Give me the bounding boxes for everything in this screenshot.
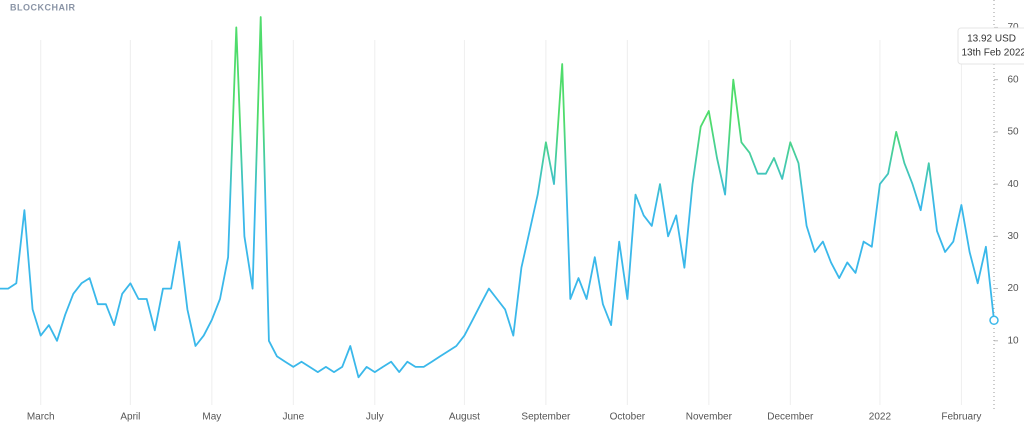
price-line [0, 16, 995, 379]
tooltip-box [957, 27, 1024, 65]
x-tick-label: July [366, 412, 384, 423]
x-tick-label: October [610, 412, 646, 423]
x-tick-label: December [767, 412, 814, 423]
y-tick-label: 50 [1007, 127, 1019, 138]
y-tick-label: 30 [1007, 231, 1019, 242]
x-tick-label: August [449, 412, 480, 423]
x-tick-label: March [27, 412, 55, 423]
plot-area: 10203040506070MarchAprilMayJuneJulyAugus… [0, 16, 1019, 423]
brand-logo[interactable]: BLOCKCHAIR [10, 2, 76, 12]
x-tick-label: April [120, 412, 140, 423]
x-tick-label: June [282, 412, 304, 423]
x-tick-label: February [941, 412, 981, 423]
current-point [989, 315, 999, 326]
tooltip-value: 13.92 USD [967, 34, 1016, 45]
tooltip-date: 13th Feb 2022 [962, 48, 1024, 59]
x-tick-label: 2022 [869, 412, 892, 423]
x-tick-label: November [686, 412, 733, 423]
y-tick-label: 20 [1007, 283, 1019, 294]
y-tick-label: 10 [1007, 335, 1019, 346]
x-tick-label: September [521, 412, 571, 423]
y-tick-label: 60 [1007, 74, 1019, 85]
x-tick-label: May [202, 412, 221, 423]
y-tick-label: 40 [1007, 179, 1019, 190]
